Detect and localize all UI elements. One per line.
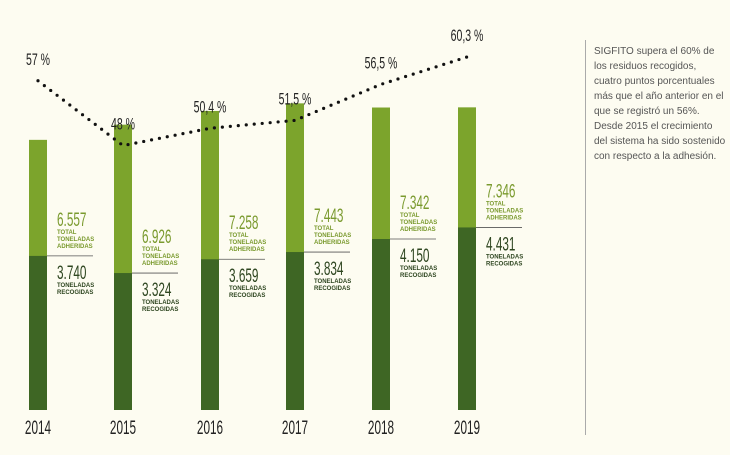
caption-recogidas: TONELADAS xyxy=(229,286,266,292)
caption-recogidas: TONELADAS xyxy=(57,283,94,289)
caption-recogidas: RECOGIDAS xyxy=(400,273,436,279)
caption-adheridas: ADHERIDAS xyxy=(314,240,350,246)
percentage-line xyxy=(36,55,469,148)
caption-adheridas: TONELADAS xyxy=(57,237,94,243)
caption-adheridas: TOTAL xyxy=(400,213,420,219)
caption-adheridas: ADHERIDAS xyxy=(229,247,265,253)
side-note: SIGFITO supera el 60% de los residuos re… xyxy=(594,46,726,162)
bar-recogidas xyxy=(286,252,304,410)
caption-adheridas: TOTAL xyxy=(229,233,249,239)
caption-adheridas: TONELADAS xyxy=(486,208,523,214)
value-recogidas: 3.834 xyxy=(314,259,344,279)
value-adheridas: 6.557 xyxy=(57,210,86,230)
caption-adheridas: ADHERIDAS xyxy=(400,227,436,233)
bar-recogidas xyxy=(458,227,476,410)
caption-adheridas: TONELADAS xyxy=(314,233,351,239)
year-label: 2016 xyxy=(197,418,223,438)
value-recogidas: 3.324 xyxy=(142,280,172,300)
caption-adheridas: TONELADAS xyxy=(229,240,266,246)
caption-recogidas: TONELADAS xyxy=(400,266,437,272)
value-adheridas: 7.346 xyxy=(486,182,516,202)
percentage-label: 51,5 % xyxy=(279,89,312,108)
caption-adheridas: TOTAL xyxy=(57,230,77,236)
percentage-label: 50,4 % xyxy=(194,97,227,116)
caption-recogidas: RECOGIDAS xyxy=(314,286,350,292)
caption-adheridas: ADHERIDAS xyxy=(486,215,522,221)
percentage-label: 56,5 % xyxy=(365,53,398,72)
percentage-label: 60,3 % xyxy=(451,25,484,44)
caption-recogidas: TONELADAS xyxy=(142,300,179,306)
caption-recogidas: TONELADAS xyxy=(314,279,351,285)
bar-recogidas xyxy=(201,259,219,410)
caption-adheridas: TOTAL xyxy=(486,201,506,207)
caption-adheridas: TONELADAS xyxy=(400,220,437,226)
caption-adheridas: TONELADAS xyxy=(142,254,179,260)
caption-recogidas: RECOGIDAS xyxy=(486,261,522,267)
value-recogidas: 4.150 xyxy=(400,246,430,266)
value-adheridas: 6.926 xyxy=(142,227,172,247)
value-recogidas: 4.431 xyxy=(486,235,516,255)
caption-adheridas: TOTAL xyxy=(314,226,334,232)
value-recogidas: 3.659 xyxy=(229,267,259,287)
bar-recogidas xyxy=(114,273,132,410)
year-label: 2018 xyxy=(368,418,394,438)
bar-chart: 6.557TOTALTONELADASADHERIDAS3.740TONELAD… xyxy=(25,25,523,438)
caption-adheridas: ADHERIDAS xyxy=(142,261,178,267)
value-adheridas: 7.443 xyxy=(314,206,344,226)
year-label: 2019 xyxy=(454,418,480,438)
caption-recogidas: RECOGIDAS xyxy=(57,290,93,296)
bar-recogidas xyxy=(29,255,47,410)
divider xyxy=(585,40,586,435)
caption-recogidas: RECOGIDAS xyxy=(142,307,178,313)
caption-recogidas: RECOGIDAS xyxy=(229,293,265,299)
percentage-label: 57 % xyxy=(26,49,50,68)
value-adheridas: 7.258 xyxy=(229,214,259,234)
bar-recogidas xyxy=(372,239,390,410)
value-recogidas: 3.740 xyxy=(57,263,87,283)
caption-adheridas: TOTAL xyxy=(142,247,162,253)
year-label: 2017 xyxy=(282,418,308,438)
year-label: 2015 xyxy=(110,418,136,438)
value-adheridas: 7.342 xyxy=(400,193,429,213)
year-label: 2014 xyxy=(25,418,51,438)
caption-adheridas: ADHERIDAS xyxy=(57,244,93,250)
caption-recogidas: TONELADAS xyxy=(486,254,523,260)
percentage-label: 48 % xyxy=(111,114,135,133)
